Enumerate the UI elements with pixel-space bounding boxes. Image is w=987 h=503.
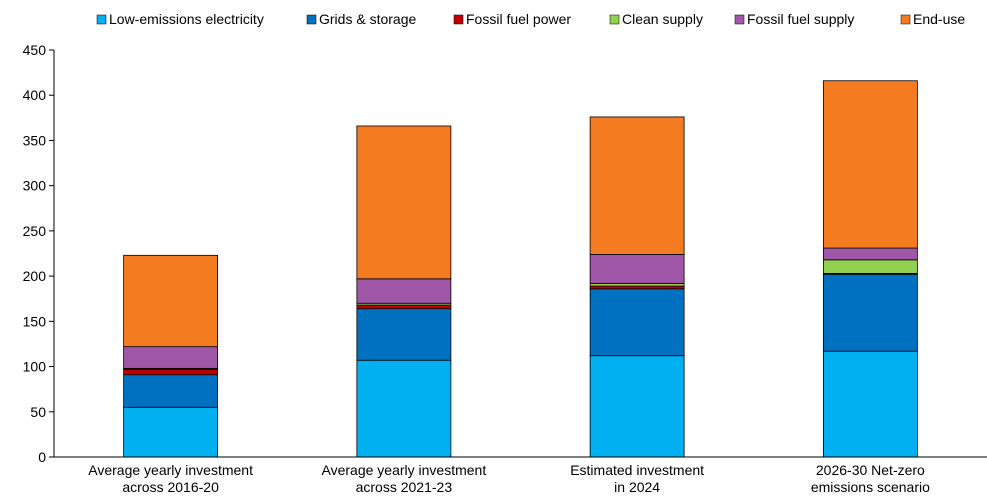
legend-label: Low-emissions electricity xyxy=(109,11,264,27)
legend-item: Grids & storage xyxy=(306,11,416,27)
bar-segment xyxy=(822,247,918,261)
x-category-label: in 2024 xyxy=(614,479,660,495)
bar-segment xyxy=(356,308,452,361)
bar-segment xyxy=(822,259,918,274)
y-axis: 0 50 100 150 200 250 300 350 400 450 xyxy=(23,42,55,465)
legend-swatch xyxy=(900,14,911,25)
legend-swatch xyxy=(453,14,464,25)
legend-item: Fossil fuel power xyxy=(453,11,571,27)
x-category-label: Estimated investment xyxy=(570,462,704,478)
legend-item: End-use xyxy=(900,11,965,27)
x-category-label: 2026-30 Net-zero xyxy=(816,462,925,478)
bar-segment xyxy=(822,350,918,458)
bar-segment xyxy=(589,285,685,290)
legend-label: Fossil fuel supply xyxy=(747,11,854,27)
y-tick-label: 100 xyxy=(23,359,47,375)
bar-segment xyxy=(589,355,685,458)
legend: Low-emissions electricity Grids & storage… xyxy=(96,11,965,27)
x-category-label: Average yearly investment xyxy=(322,462,487,478)
bar-stack xyxy=(123,254,219,458)
y-tick-label: 200 xyxy=(23,268,47,284)
y-tick-label: 350 xyxy=(23,132,47,148)
bar-segment xyxy=(123,374,219,408)
bar-segment xyxy=(589,254,685,284)
legend-swatch xyxy=(734,14,745,25)
legend-item: Clean supply xyxy=(609,11,703,27)
legend-swatch xyxy=(306,14,317,25)
bar-segment xyxy=(356,304,452,310)
bars xyxy=(123,80,918,458)
legend-item: Fossil fuel supply xyxy=(734,11,854,27)
bar-segment xyxy=(123,368,219,376)
legend-label: End-use xyxy=(913,11,965,27)
legend-swatch xyxy=(609,14,620,25)
bar-segment xyxy=(123,406,219,458)
bar-stack xyxy=(589,116,685,458)
y-tick-label: 250 xyxy=(23,223,47,239)
bar-segment xyxy=(589,288,685,357)
bar-stack xyxy=(822,80,918,458)
y-tick-label: 300 xyxy=(23,178,47,194)
bar-segment xyxy=(123,346,219,369)
bar-segment xyxy=(356,125,452,280)
y-tick-label: 50 xyxy=(30,404,46,420)
bar-segment xyxy=(589,116,685,255)
bar-segment xyxy=(822,80,918,249)
x-category-label: across 2021-23 xyxy=(356,479,453,495)
legend-swatch xyxy=(96,14,107,25)
bar-segment xyxy=(356,359,452,458)
y-tick-label: 150 xyxy=(23,313,47,329)
x-category-label: emissions scenario xyxy=(811,479,930,495)
legend-label: Clean supply xyxy=(622,11,703,27)
y-tick-label: 400 xyxy=(23,87,47,103)
bar-segment xyxy=(123,254,219,348)
legend-label: Fossil fuel power xyxy=(466,11,571,27)
x-category-label: across 2016-20 xyxy=(122,479,219,495)
legend-label: Grids & storage xyxy=(319,11,416,27)
legend-item: Low-emissions electricity xyxy=(96,11,264,27)
bar-stack xyxy=(356,125,452,458)
bar-segment xyxy=(589,282,685,287)
bar-segment xyxy=(822,273,918,352)
x-category-label: Average yearly investment xyxy=(88,462,253,478)
bar-segment xyxy=(356,278,452,304)
y-tick-label: 0 xyxy=(38,449,46,465)
y-tick-label: 450 xyxy=(23,42,47,58)
